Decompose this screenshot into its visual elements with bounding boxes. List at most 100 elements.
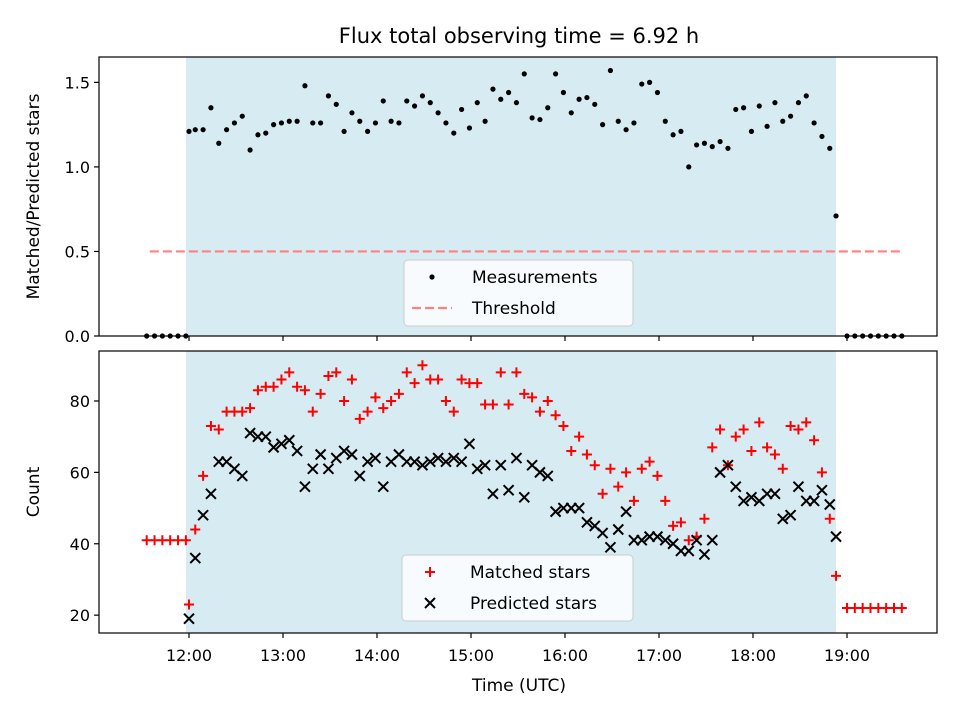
data-point <box>521 71 527 77</box>
data-point <box>331 367 342 378</box>
data-point <box>190 524 201 535</box>
data-point <box>495 367 506 378</box>
data-point <box>652 470 663 481</box>
data-point <box>762 442 773 453</box>
x-axis-label: Time (UTC) <box>471 676 566 696</box>
data-point <box>354 470 366 482</box>
y-tick-label: 0.5 <box>65 242 90 261</box>
data-point <box>419 93 426 99</box>
data-point <box>824 513 835 524</box>
data-point <box>487 399 498 410</box>
data-point <box>192 127 198 133</box>
data-point <box>811 120 817 126</box>
data-point <box>612 523 624 536</box>
data-point <box>378 403 389 414</box>
data-point <box>613 481 624 492</box>
data-point <box>675 517 686 528</box>
data-point <box>542 395 553 406</box>
data-point <box>216 140 222 146</box>
data-point <box>346 374 357 385</box>
data-point <box>620 505 632 518</box>
data-point <box>694 142 700 148</box>
data-point <box>472 378 483 389</box>
data-point <box>502 484 515 496</box>
y-tick-label: 0.0 <box>65 327 90 346</box>
data-point <box>255 132 261 138</box>
data-point <box>741 105 747 111</box>
data-point <box>180 535 191 546</box>
data-point <box>550 410 561 421</box>
data-point <box>824 498 836 511</box>
data-point <box>819 133 825 140</box>
data-point <box>474 100 480 106</box>
data-point <box>772 100 778 106</box>
data-point <box>784 509 797 521</box>
data-point <box>662 118 668 124</box>
data-point <box>357 118 363 124</box>
data-point <box>433 374 444 385</box>
data-point <box>793 424 804 435</box>
data-point <box>291 445 303 457</box>
data-point <box>553 71 559 77</box>
data-point <box>738 424 749 435</box>
data-point <box>451 130 457 136</box>
data-point <box>506 89 512 96</box>
data-point <box>816 484 828 496</box>
legend-label: Matched stars <box>470 563 590 583</box>
x-tick-label: 18:00 <box>730 646 776 665</box>
data-point <box>314 448 327 461</box>
data-point <box>417 360 428 371</box>
data-point <box>401 367 412 378</box>
data-point <box>737 495 750 507</box>
data-point <box>511 367 522 378</box>
series-predicted-stars <box>183 427 842 625</box>
data-point <box>668 520 679 531</box>
data-point <box>377 480 389 493</box>
data-point <box>566 445 577 456</box>
legend-box <box>403 259 634 327</box>
data-point <box>412 103 418 109</box>
data-point <box>341 128 347 134</box>
data-point <box>549 505 562 518</box>
series-measurements <box>144 67 905 339</box>
data-point <box>730 431 741 442</box>
data-point <box>278 120 285 126</box>
data-point <box>534 406 545 417</box>
data-point <box>827 145 833 151</box>
axes-frame <box>98 350 938 634</box>
data-point <box>792 480 805 493</box>
data-point <box>730 480 742 493</box>
data-point <box>701 140 708 146</box>
data-point <box>208 105 214 111</box>
axes-frame <box>98 56 938 337</box>
data-point <box>183 613 195 625</box>
data-point <box>596 527 609 539</box>
data-point <box>777 463 788 474</box>
data-point <box>459 106 465 113</box>
data-point <box>448 452 460 464</box>
data-point <box>267 441 280 454</box>
legend-key-measurements <box>429 274 435 280</box>
data-point <box>362 406 373 417</box>
data-point <box>654 89 661 96</box>
data-point <box>644 456 655 467</box>
data-point <box>717 138 723 145</box>
data-point <box>722 459 734 471</box>
data-point <box>236 470 248 482</box>
data-point <box>231 120 238 126</box>
legend-label: Threshold <box>471 299 556 319</box>
data-point <box>803 93 809 99</box>
data-point <box>310 120 316 126</box>
data-point <box>409 378 420 389</box>
data-point <box>510 452 523 464</box>
data-point <box>597 488 608 499</box>
data-point <box>518 491 530 504</box>
data-point <box>463 438 476 450</box>
data-point <box>252 385 263 396</box>
data-point <box>244 427 256 439</box>
y-tick-label: 1.5 <box>65 73 90 92</box>
data-point <box>275 438 288 450</box>
data-point <box>529 115 535 121</box>
data-point <box>263 130 269 136</box>
data-point <box>769 449 780 460</box>
